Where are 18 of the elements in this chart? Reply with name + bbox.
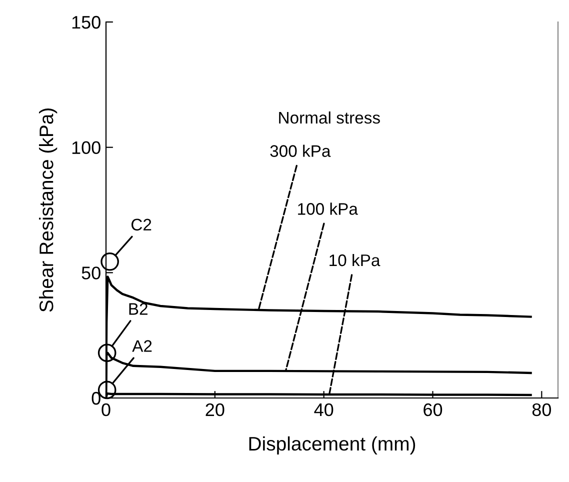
annotation: 10 kPa — [330, 254, 380, 266]
annotation: 300 kPa — [270, 144, 331, 157]
annotation: C2 — [131, 218, 152, 231]
y-tick-label: 100 — [72, 141, 100, 154]
y-tick-label: 50 — [82, 266, 100, 280]
x-tick-label: 20 — [206, 403, 224, 416]
y-tick-label: 0 — [92, 392, 100, 405]
annotation: A2 — [132, 340, 152, 352]
x-tick-label: 80 — [532, 403, 551, 416]
x-axis-title: Displacement (mm) — [249, 436, 416, 454]
annotation: B2 — [129, 303, 148, 315]
y-axis-title: Shear Resistance (kPa) — [39, 108, 58, 312]
x-tick-label: 0 — [102, 403, 110, 416]
annotation: 100 kPa — [298, 202, 358, 215]
annotation: Normal stress — [279, 111, 380, 124]
x-tick-label: 40 — [314, 403, 334, 416]
y-tick-label: 150 — [72, 16, 100, 29]
x-tick-label: 60 — [424, 403, 442, 416]
